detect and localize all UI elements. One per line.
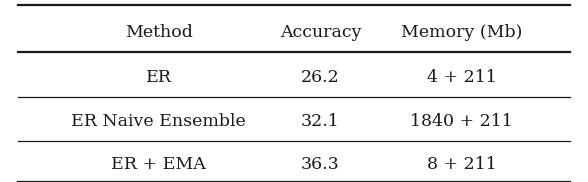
Text: Accuracy: Accuracy xyxy=(280,24,361,41)
Text: ER Naive Ensemble: ER Naive Ensemble xyxy=(71,112,246,130)
Text: 26.2: 26.2 xyxy=(301,69,340,86)
Text: ER: ER xyxy=(146,69,172,86)
Text: Memory (Mb): Memory (Mb) xyxy=(401,24,522,41)
Text: 1840 + 211: 1840 + 211 xyxy=(410,112,513,130)
Text: Method: Method xyxy=(125,24,193,41)
Text: 4 + 211: 4 + 211 xyxy=(427,69,496,86)
Text: 36.3: 36.3 xyxy=(301,156,340,173)
Text: 32.1: 32.1 xyxy=(301,112,340,130)
Text: ER + EMA: ER + EMA xyxy=(111,156,206,173)
Text: 8 + 211: 8 + 211 xyxy=(427,156,496,173)
